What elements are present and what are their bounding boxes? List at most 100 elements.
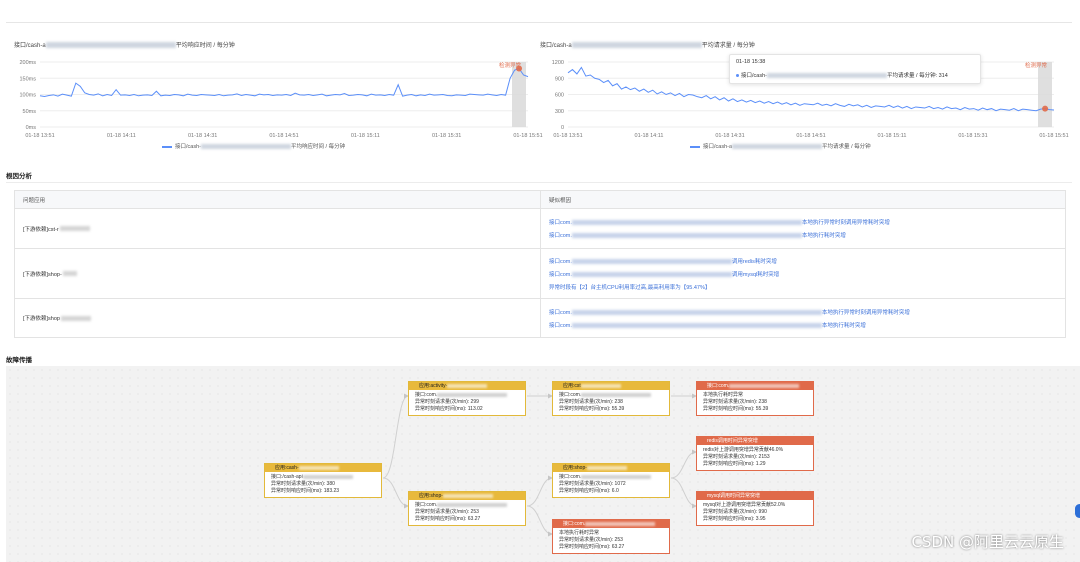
table-header: 问题应用 疑似根因 [15,191,1065,209]
redacted-text [447,383,488,388]
cause-link[interactable]: 接口com. 本地执行异常时刻调用异常耗时突增 [549,220,890,226]
left-chart-title: 接口/cash-a 平均响应时间 / 每分钟 [14,42,235,49]
redacted-text [571,322,822,328]
app-cell: [下游依赖]cst-r [15,209,541,248]
node-cst-app[interactable]: 应用:cst 接口:com. 异常时刻请求量(次/min): 238 异常时刻响应时… [552,381,670,417]
root-cause-table: 问题应用 疑似根因 [下游依赖]cst-r 接口com. 本地执行异常时刻调用异常… [14,190,1066,338]
x-tick-label: 01-18 15:51 [1039,133,1068,139]
graph-grid [6,366,1080,562]
node-shop-app-2[interactable]: 应用:shop- 接口:com. 异常时刻请求量(次/min): 1072 异常时刻… [552,463,670,499]
redacted-text [571,42,702,49]
x-tick-label: 01-18 15:31 [432,133,461,139]
y-tick-label: 300 [555,109,564,115]
graph-edges [382,393,697,537]
left-chart-legend[interactable]: 接口/cash- 平均响应时间 / 每分钟 [162,142,345,150]
x-tick-label: 01-18 15:11 [878,133,907,139]
edge [382,393,409,479]
series-line [567,66,1055,112]
x-tick-label: 01-18 14:11 [635,133,664,139]
table-row: [下游依赖]shop 接口com. 本地执行异常时刻调用异常耗时突增 接口com.… [15,299,1065,337]
x-tick-label: 01-18 14:51 [269,133,298,139]
app-cell: [下游依赖]shop [15,299,541,337]
node-local-exec-error[interactable]: 接口:com. 本地执行耗时异常 异常时刻请求量(次/min): 253 异常时刻响… [552,519,670,555]
propagation-graph[interactable]: 应用:cash- 接口:/cash-api 异常时刻请求量(次/min): 380… [6,366,1080,562]
anomaly-point [1042,105,1049,112]
x-tick-label: 01-18 14:31 [715,133,744,139]
y-tick-label: 100ms [19,93,36,99]
cause-cell: 接口com. 本地执行异常时刻调用异常耗时突增 接口com. 本地执行耗时突增 [541,299,1065,337]
legend-line-icon [690,145,700,148]
table-row: [下游依赖]shop- 接口com. 调用redis耗时突增 接口com. 调用my… [15,249,1065,299]
node-shop-app[interactable]: 应用:shop- 接口:com. 异常时刻请求量(次/min): 253 异常时刻响… [408,491,526,527]
table-row: [下游依赖]cst-r 接口com. 本地执行异常时刻调用异常耗时突增 接口com… [15,209,1065,249]
request-count-chart[interactable]: 1200 900 600 300 0 01-18 13:51 01-18 14:11 01-1… [540,52,1072,142]
cause-link[interactable]: 接口com. 本地执行异常时刻调用异常耗时突增 [549,309,910,316]
redacted-text [571,271,732,277]
series-dot-icon [736,74,739,78]
top-divider [6,22,1072,23]
y-tick-label: 200ms [19,60,36,66]
response-time-chart[interactable]: 200ms 150ms 100ms 50ms 0ms 01-18 13:51 01-18 1… [0,52,542,142]
x-tick-label: 01-18 13:51 [25,133,54,139]
redacted-text [585,521,656,526]
anomaly-band [512,62,526,127]
y-tick-label: 900 [555,76,564,82]
cause-link[interactable]: 接口com. 调用redis耗时突增 [549,258,777,265]
edge [670,477,697,509]
redacted-text [581,392,652,397]
edge [382,477,409,509]
anomaly-point [516,65,523,72]
cause-link[interactable]: 接口com. 调用mysql耗时突增 [549,271,780,278]
redacted-text [571,233,802,239]
redacted-text [571,309,822,315]
x-tick-label: 01-18 15:31 [958,133,987,139]
redacted-text [571,220,802,226]
y-tick-label: 50ms [23,109,37,115]
redacted-text [59,226,90,231]
right-chart-legend[interactable]: 接口/cash-a 平均请求量 / 每分钟 [690,142,871,150]
edge [526,505,553,537]
redacted-text [298,465,339,470]
node-local-exec-error-2[interactable]: 接口:com. 本地执行耗时异常 异常时刻请求量(次/min): 238 异常时刻响… [696,381,814,417]
right-chart-title: 接口/cash-a 平均请求量 / 每分钟 [540,42,755,49]
redacted-text [45,42,176,49]
redacted-text [586,465,627,470]
node-mysql-error[interactable]: mysql调用时间异常突增 mysql对上游调用突增异常贡献52.0% 异常时刻请… [696,491,814,527]
side-panel-handle[interactable] [1075,504,1080,518]
redacted-text [60,315,91,321]
x-tick-label: 01-18 14:11 [107,133,136,139]
series-line [39,67,529,97]
redacted-text [62,271,77,276]
app-cell: [下游依赖]shop- [15,249,541,298]
tooltip-time: 01-18 15:38 [736,59,766,65]
y-tick-label: 0 [561,125,564,131]
cause-cell: 接口com. 调用redis耗时突增 接口com. 调用mysql耗时突增 异常时段… [541,249,1065,298]
redacted-text [571,258,732,264]
x-tick-label: 01-18 13:51 [553,133,582,139]
header-cause: 疑似根因 [549,197,572,204]
x-tick-label: 01-18 14:51 [796,133,825,139]
redacted-text [437,502,508,507]
chart-tooltip: 01-18 15:38 接口/cash- 平均请求量 / 每分钟: 314 [729,54,981,84]
redacted-text [302,474,353,479]
redacted-text [729,383,800,388]
tooltip-value-row: 接口/cash- 平均请求量 / 每分钟: 314 [736,71,974,79]
cause-link[interactable]: 接口com. 本地执行耗时突增 [549,233,846,239]
edge [526,475,553,507]
redacted-text [581,474,652,479]
y-tick-label: 150ms [19,76,36,82]
cause-link[interactable]: 接口com. 本地执行耗时突增 [549,322,866,329]
anomaly-label: 检测异常 [499,61,522,69]
redacted-text [580,383,621,388]
header-app: 问题应用 [15,191,541,208]
redacted-text [437,392,508,397]
edge [670,449,697,479]
redacted-text [732,144,823,150]
node-activity-app[interactable]: 应用:activity- 接口:com. 异常时刻请求量(次/min): 299 异… [408,381,526,417]
node-redis-error[interactable]: redis调用时间异常突增 redis对上游调用突增异常贡献46.0% 异常时刻请… [696,436,814,472]
cause-text: 异常时段有【2】台主机CPU利用率过高,最高利用率为【95.47%】 [549,284,711,291]
anomaly-label: 检测异常 [1025,61,1048,69]
redacted-text [442,493,493,498]
watermark: CSDN @阿里云云原生 [911,533,1064,551]
node-cash-app[interactable]: 应用:cash- 接口:/cash-api 异常时刻请求量(次/min): 380… [264,463,382,499]
